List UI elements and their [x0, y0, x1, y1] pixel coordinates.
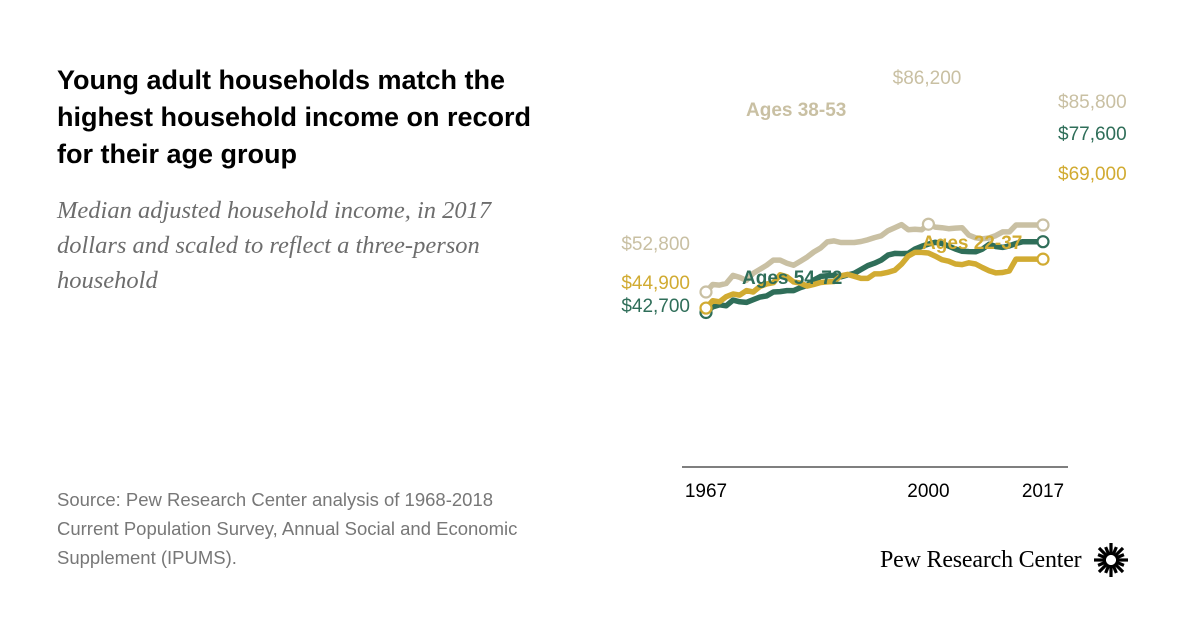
sunburst-ray	[1097, 560, 1108, 567]
end-marker-ages-22-37	[1036, 252, 1050, 266]
end-marker-ages-54-72	[1036, 235, 1050, 249]
x-tick-label-1967: 1967	[685, 481, 727, 502]
start-marker-ages-38-53	[699, 285, 713, 299]
series-label-ages-54-72: Ages 54-72	[742, 268, 842, 289]
series-line-ages-38-53	[703, 221, 1046, 295]
series-line-ages-54-72	[703, 238, 1046, 316]
annotation-layer: $52,800 $44,900$42,700 $86,200 $85,800 $77,6…	[621, 68, 1126, 317]
peak-marker-ages-38-53	[921, 217, 936, 231]
peak-value-label-ages-38-53: $86,200	[893, 68, 962, 89]
x-tick-label-2017: 2017	[1022, 481, 1064, 502]
sunburst-ray	[1113, 562, 1125, 574]
series-layer	[699, 217, 1050, 320]
sunburst-ray	[1113, 546, 1125, 558]
sunburst-ray	[1104, 564, 1112, 574]
series-label-ages-38-53: Ages 38-53	[746, 100, 846, 121]
pew-sunburst-icon	[1094, 543, 1129, 577]
brand-logo: Pew Research Center	[880, 540, 1131, 580]
series-label-ages-22-37: Ages 22-37	[922, 233, 1022, 254]
sunburst-ray	[1098, 562, 1110, 574]
chart-title: Young adult households match the highest…	[57, 65, 532, 169]
sunburst-ray	[1097, 553, 1108, 560]
brand-name: Pew Research Center	[880, 546, 1082, 573]
start-marker-ages-22-37	[699, 301, 713, 315]
series-line-ages-22-37	[703, 249, 1046, 311]
start-value-label-ages-22-37: $44,900	[621, 273, 690, 294]
start-value-label-ages-38-53: $52,800	[621, 234, 690, 255]
sunburst-ray	[1115, 553, 1126, 560]
chart-subtitle: Median adjusted household income, in 201…	[57, 197, 492, 294]
source-note: Source: Pew Research Center analysis of …	[57, 489, 518, 568]
sunburst-ray	[1098, 546, 1110, 558]
sunburst-ray	[1111, 564, 1119, 574]
end-value-label-ages-54-72: $77,600	[1058, 124, 1127, 145]
end-value-label-ages-38-53: $85,800	[1058, 92, 1127, 113]
sunburst-ray	[1115, 560, 1126, 567]
sunburst-ray	[1111, 546, 1119, 556]
end-value-label-ages-22-37: $69,000	[1058, 164, 1127, 185]
x-tick-label-2000: 2000	[907, 481, 949, 502]
start-value-label-ages-54-72: $42,700	[621, 296, 690, 317]
sunburst-ray	[1104, 546, 1112, 556]
x-axis-ticks: 1967 2000 2017	[685, 481, 1064, 502]
end-marker-ages-38-53	[1036, 218, 1050, 232]
